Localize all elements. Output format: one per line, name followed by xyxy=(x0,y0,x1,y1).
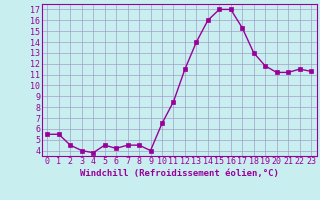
X-axis label: Windchill (Refroidissement éolien,°C): Windchill (Refroidissement éolien,°C) xyxy=(80,169,279,178)
